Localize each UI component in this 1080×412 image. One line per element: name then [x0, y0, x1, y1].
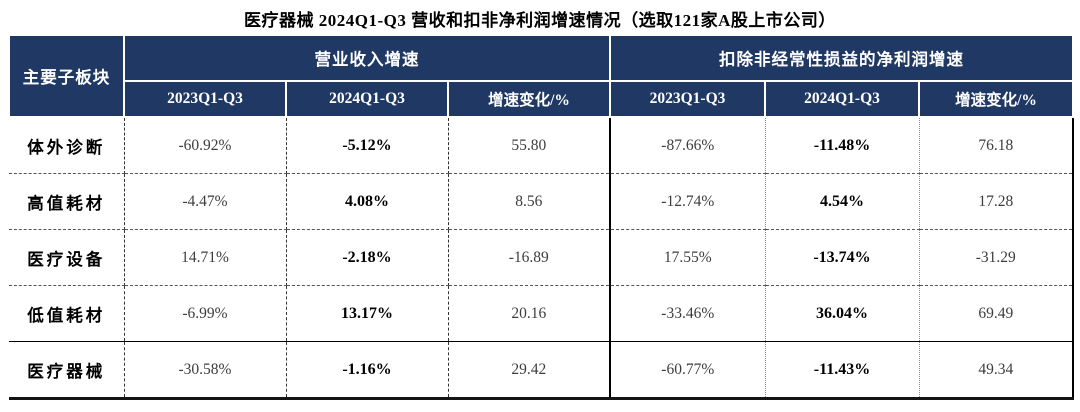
group-header-deducted-net-profit-growth: 扣除非经常性损益的净利润增速 [609, 34, 1075, 82]
group-header-revenue-growth: 营业收入增速 [122, 34, 612, 82]
row-label: 高值耗材 [9, 173, 125, 230]
table-row-ivd: 体外诊断 -60.92% -5.12% 55.80 -87.66% -11.48… [9, 117, 1075, 174]
column-header-profit-change: 增速变化/% [918, 80, 1075, 118]
value-cell: 55.80 [448, 117, 612, 174]
row-label: 医疗器械 [9, 341, 125, 400]
value-cell: -4.47% [124, 173, 287, 230]
value-cell: 4.54% [765, 173, 920, 230]
value-cell: -2.18% [286, 229, 449, 286]
value-cell: -60.77% [610, 341, 766, 400]
column-header-profit-2023: 2023Q1-Q3 [609, 80, 767, 118]
source-note: 来源：WIND、中泰证券研究所 [10, 408, 1080, 412]
value-cell: 36.04% [765, 285, 920, 342]
value-cell: 17.55% [610, 229, 766, 286]
row-label: 体外诊断 [9, 117, 125, 174]
value-cell: 4.08% [286, 173, 449, 230]
value-cell: 20.16 [448, 285, 612, 342]
table-row-medical-equipment: 医疗设备 14.71% -2.18% -16.89 17.55% -13.74%… [9, 229, 1075, 286]
value-cell: 8.56 [448, 173, 612, 230]
value-cell: 76.18 [919, 117, 1075, 174]
value-cell: -87.66% [610, 117, 766, 174]
sub-header-row: 2023Q1-Q3 2024Q1-Q3 增速变化/% 2023Q1-Q3 202… [9, 80, 1075, 118]
growth-data-table: 主要子板块 营业收入增速 扣除非经常性损益的净利润增速 2023Q1-Q3 20… [8, 34, 1075, 400]
value-cell: -1.16% [286, 341, 449, 400]
value-cell: -12.74% [610, 173, 766, 230]
value-cell: -60.92% [124, 117, 287, 174]
value-cell: 13.17% [286, 285, 449, 342]
row-label: 医疗设备 [9, 229, 125, 286]
table-row-low-value-consumables: 低值耗材 -6.99% 13.17% 20.16 -33.46% 36.04% … [9, 285, 1075, 342]
value-cell: -11.48% [765, 117, 920, 174]
value-cell: -6.99% [124, 285, 287, 342]
column-header-profit-2024: 2024Q1-Q3 [764, 80, 921, 118]
value-cell: 49.34 [919, 341, 1075, 400]
row-label: 低值耗材 [9, 285, 125, 342]
column-header-rev-change: 增速变化/% [446, 80, 612, 118]
value-cell: -33.46% [610, 285, 766, 342]
value-cell: 17.28 [919, 173, 1075, 230]
column-header-rev-2024: 2024Q1-Q3 [285, 80, 449, 118]
value-cell: 69.49 [919, 285, 1075, 342]
value-cell: 29.42 [448, 341, 612, 400]
table-row-medical-devices-total: 医疗器械 -30.58% -1.16% 29.42 -60.77% -11.43… [9, 341, 1075, 400]
group-header-row: 主要子板块 营业收入增速 扣除非经常性损益的净利润增速 [8, 34, 1075, 118]
value-cell: -11.43% [765, 341, 920, 400]
column-header-rev-2023: 2023Q1-Q3 [123, 80, 287, 118]
value-cell: -13.74% [765, 229, 920, 286]
table-row-high-value-consumables: 高值耗材 -4.47% 4.08% 8.56 -12.74% 4.54% 17.… [9, 173, 1075, 230]
value-cell: -30.58% [124, 341, 287, 400]
figure-title: 医疗器械 2024Q1-Q3 营收和扣非净利润增速情况（选取121家A股上市公司… [244, 11, 836, 30]
value-cell: -31.29 [919, 229, 1075, 286]
column-header-subsector: 主要子板块 [8, 34, 125, 118]
value-cell: -5.12% [286, 117, 449, 174]
value-cell: 14.71% [124, 229, 287, 286]
value-cell: -16.89 [448, 229, 612, 286]
